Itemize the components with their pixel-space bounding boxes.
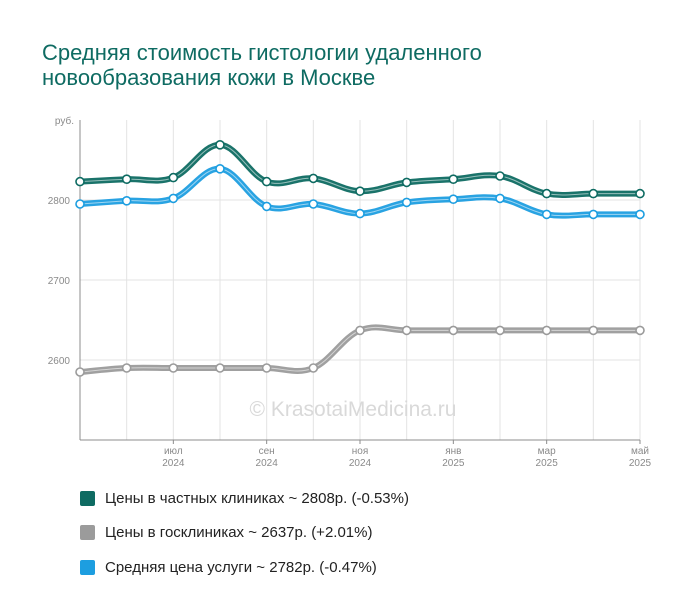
x-tick-label-month: ноя [352,446,369,457]
data-point [75,176,85,187]
data-point [401,325,412,336]
data-point [588,209,599,220]
data-point [635,209,645,220]
data-point [121,174,132,184]
x-tick-label-year: 2025 [536,458,559,469]
x-tick-label-year: 2025 [629,458,652,469]
data-point [635,325,645,336]
data-point [448,325,459,336]
y-tick-label: 2700 [48,276,71,287]
data-point [215,363,225,373]
data-point [215,140,225,150]
data-point [448,194,459,204]
x-tick-label-month: янв [445,446,461,457]
data-point [121,196,132,206]
x-tick-label-month: сен [259,446,275,457]
legend-item-average[interactable]: Средняя цена услуги ~ 2782р. (-0.47%) [80,557,377,577]
data-point [261,176,272,187]
data-point [495,193,505,204]
data-point [495,325,505,336]
data-point [541,188,552,199]
legend-item-public[interactable]: Цены в госклиниках ~ 2637р. (+2.01%) [80,522,372,542]
legend-swatch-average [80,559,95,575]
data-point [355,325,365,336]
chart-title: Средняя стоимость гистологии удаленного … [42,40,482,90]
x-tick-label-month: июл [164,446,183,457]
legend-label-average: Средняя цена услуги ~ 2782р. (-0.47%) [105,558,377,576]
legend-swatch-public [80,524,95,540]
data-point [168,193,179,204]
data-point [635,188,645,199]
data-point [588,188,599,199]
data-point [448,174,459,184]
legend-swatch-private [80,490,95,506]
data-point [355,208,365,219]
y-tick-label: 2600 [48,356,71,367]
y-tick-label: 2800 [48,196,71,207]
x-tick-label-year: 2025 [442,458,465,469]
x-tick-label-year: 2024 [256,458,279,469]
series-group [75,140,645,377]
legend-label-public: Цены в госклиниках ~ 2637р. (+2.01%) [105,523,373,541]
data-point [168,172,179,183]
data-point [215,164,225,174]
data-point [261,201,272,212]
data-point [588,325,599,336]
x-tick-label-month: мар [538,446,556,457]
x-tick-label-month: май [631,446,649,457]
line-chart: руб. 260027002800июл2024сен2024ноя2024ян… [48,115,652,469]
legend-label-private: Цены в частных клиниках ~ 2808р. (-0.53%… [105,489,409,507]
x-tick-label-year: 2024 [349,458,372,469]
y-unit-label: руб. [55,115,74,127]
data-point [401,197,412,208]
x-tick-label-year: 2024 [162,458,185,469]
data-point [401,177,412,188]
data-point [541,325,552,336]
data-point [541,209,552,220]
data-point [355,186,365,196]
grid [79,120,641,440]
data-point [75,199,85,209]
data-point [168,363,179,373]
watermark: © KrasotaiMedicina.ru [250,398,457,421]
data-point [308,173,319,184]
data-point [121,363,132,373]
axes: 260027002800июл2024сен2024ноя2024янв2025… [48,120,652,469]
data-point [261,363,272,373]
data-point [495,171,505,181]
data-point [75,367,85,377]
legend-item-private[interactable]: Цены в частных клиниках ~ 2808р. (-0.53%… [80,488,409,508]
data-point [308,363,319,373]
data-point [308,199,319,209]
